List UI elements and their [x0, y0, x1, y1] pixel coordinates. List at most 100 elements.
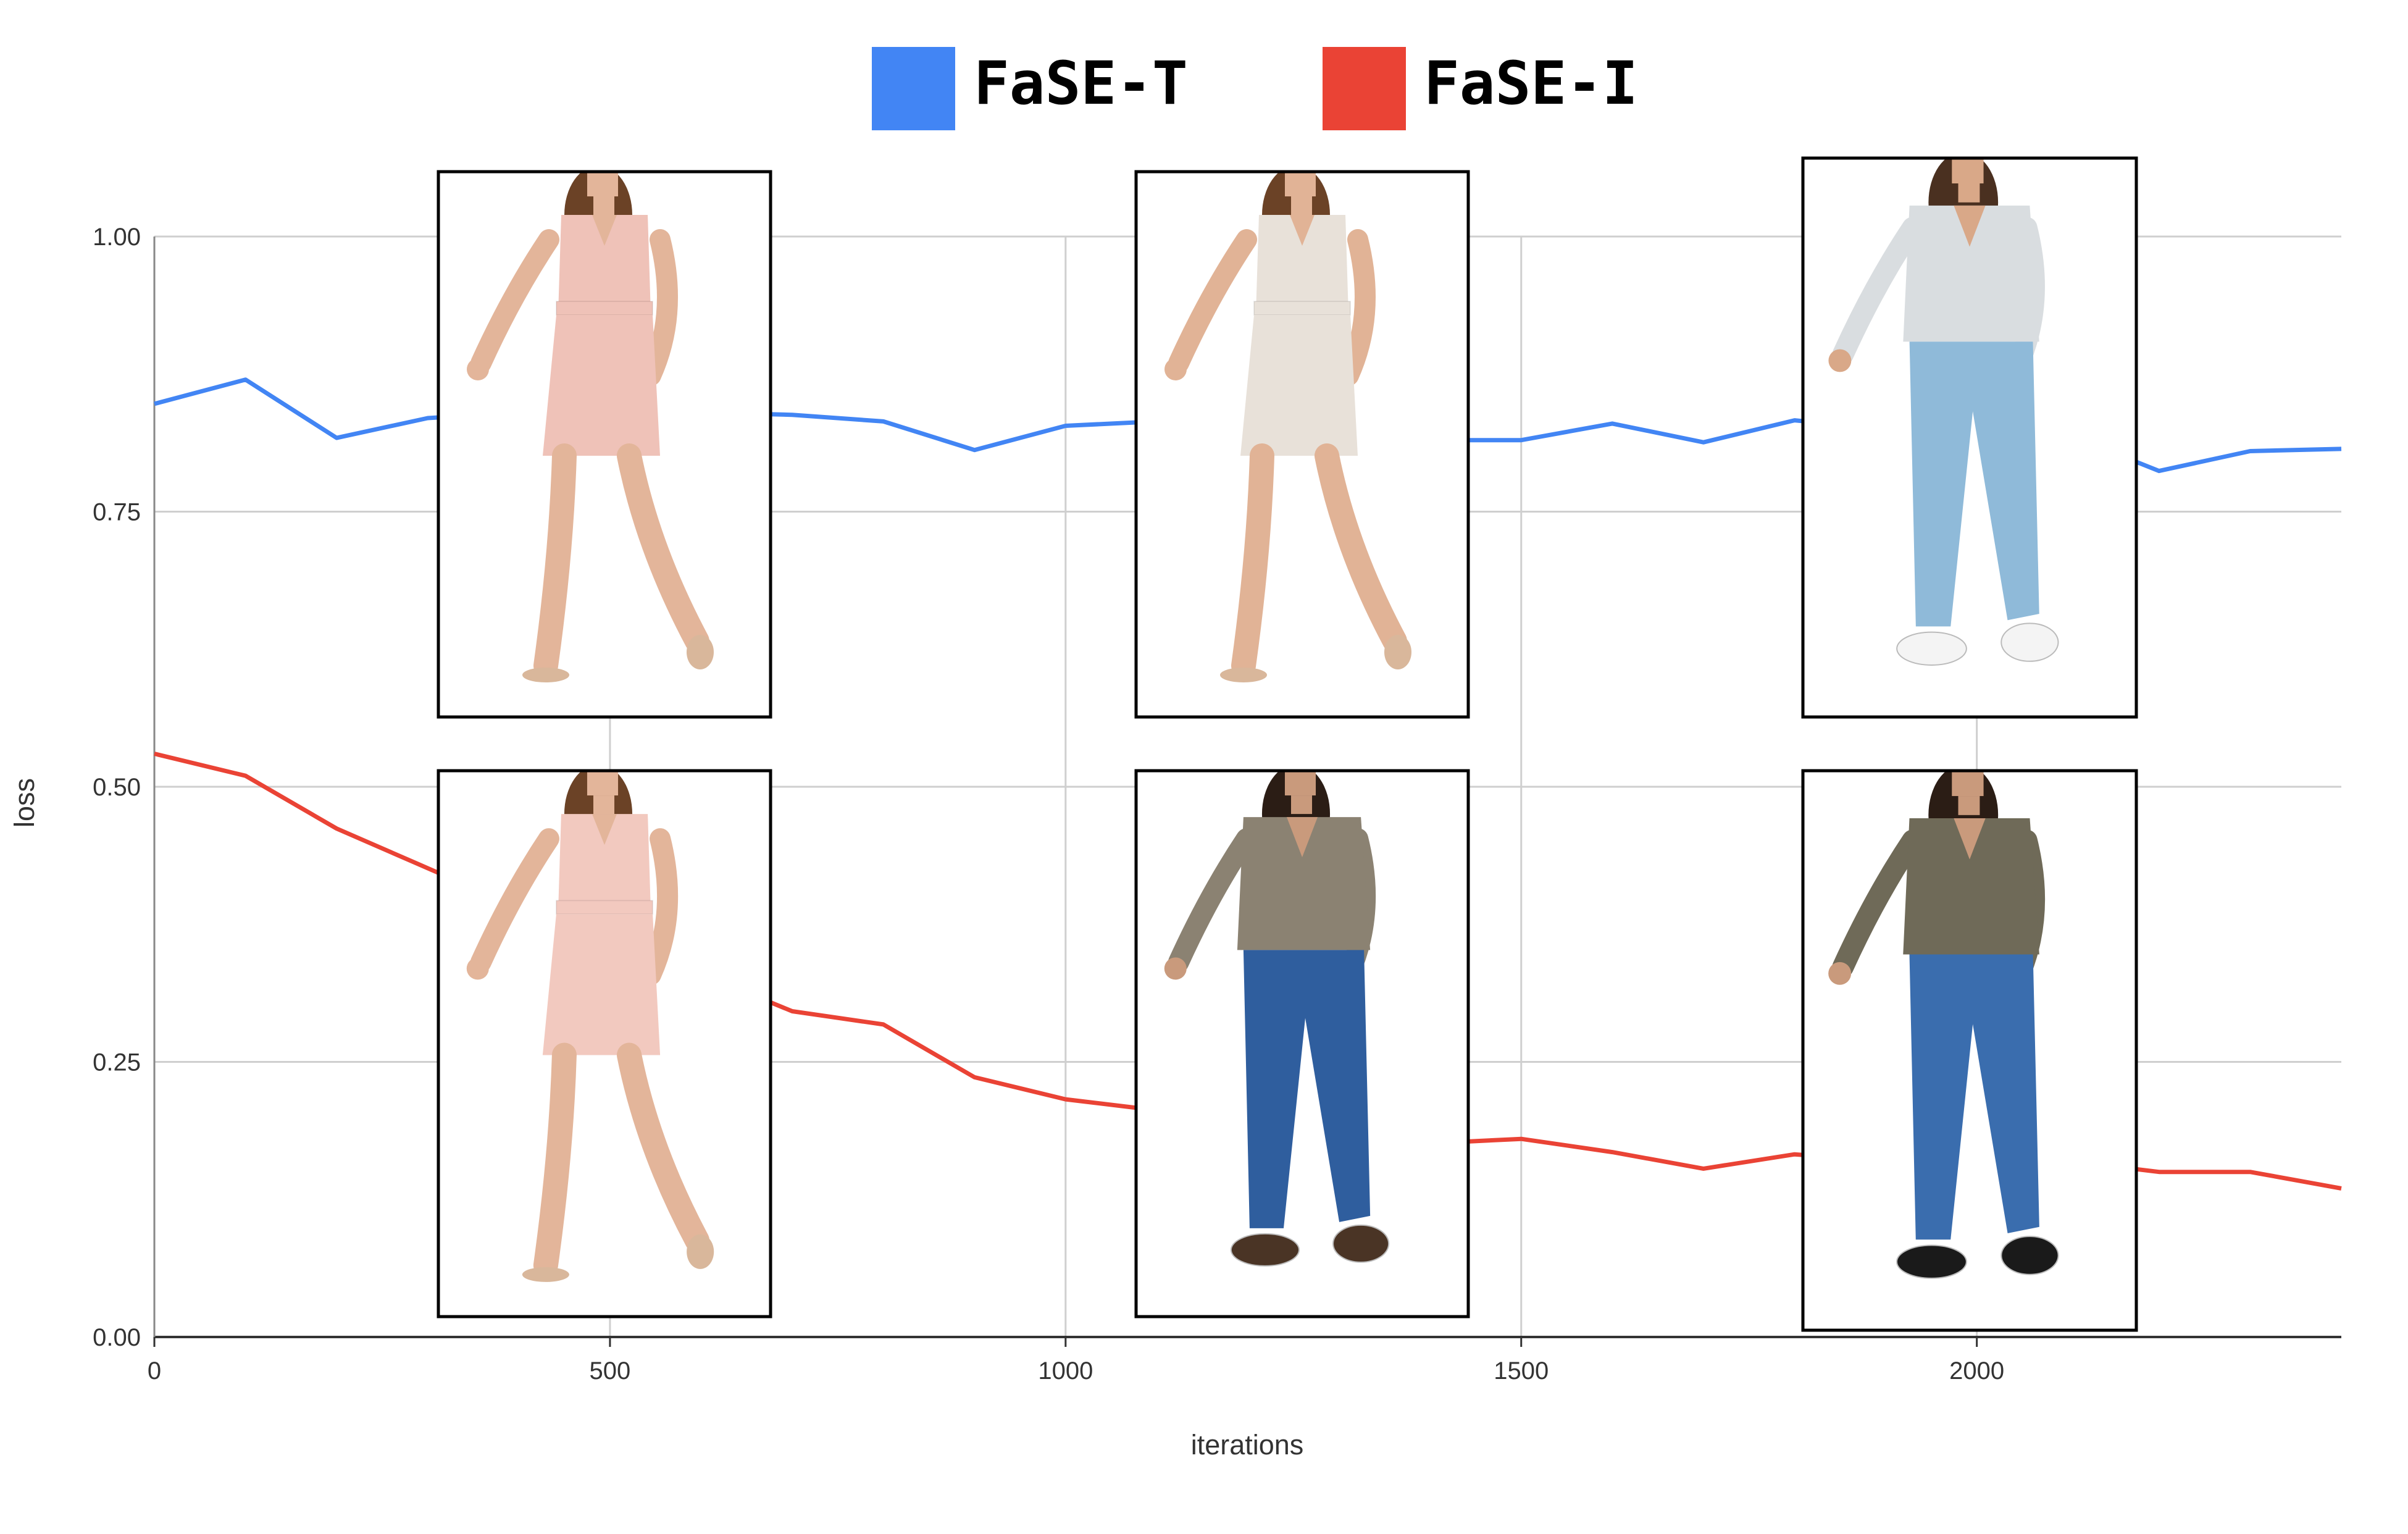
figure-right-sandal	[687, 1234, 714, 1269]
figure-chin	[587, 771, 619, 796]
figure-right-shoe	[2000, 622, 2059, 662]
figure-bodice	[558, 215, 651, 314]
figure-chin	[1952, 158, 1984, 183]
y-tick-label: 0.25	[93, 1049, 141, 1076]
inset-images	[437, 156, 2138, 1332]
figure-belt	[555, 900, 654, 915]
figure-left-arm	[1832, 217, 1924, 366]
inset-figure	[466, 771, 714, 1282]
figure-jeans	[1909, 954, 2039, 1240]
figure-neck	[1958, 183, 1980, 203]
figure-right-arm	[640, 229, 678, 386]
inset-figure	[1164, 172, 1411, 682]
figure-right-leg	[617, 443, 709, 653]
figure-left-sandal	[522, 1267, 569, 1282]
figure-belt	[1253, 301, 1351, 316]
inset-image-bottom-pink-dress	[437, 769, 772, 1318]
figure-left-hand	[1164, 358, 1187, 380]
figure-left-sandal	[522, 668, 569, 682]
figure-top	[1237, 817, 1371, 950]
figure-left-leg	[1231, 443, 1274, 678]
inset-frame	[437, 769, 772, 1318]
y-tick-label: 1.00	[93, 224, 141, 251]
figure-top	[1903, 818, 2039, 955]
inset-figure	[1164, 771, 1390, 1267]
figure-bodice	[1256, 215, 1348, 314]
figure-left-hand	[466, 957, 489, 980]
figure-neck	[593, 795, 615, 815]
figure-neck	[593, 196, 614, 215]
figure-neck	[1290, 795, 1313, 815]
figure-skirt	[542, 914, 661, 1055]
figure-top	[1903, 205, 2039, 342]
figure-right-leg	[617, 1042, 710, 1253]
y-tick-label: 0.00	[93, 1324, 141, 1351]
inset-figure	[1828, 771, 2059, 1279]
figure-left-arm	[1168, 229, 1257, 374]
figure-neckline	[1954, 818, 1986, 860]
figure-left-arm	[470, 828, 559, 973]
inset-image-top-beige-top-and-skirt	[1134, 170, 1470, 719]
figure-neckline	[592, 814, 617, 845]
inset-image-bottom-khaki-blouse-dark-jeans	[1134, 769, 1470, 1318]
x-tick-label: 2000	[1949, 1357, 2004, 1385]
figure-right-sandal	[1384, 635, 1411, 669]
figure-skirt	[1240, 315, 1358, 456]
figure-right-leg	[1315, 443, 1407, 653]
x-axis-label: iterations	[1191, 1429, 1304, 1461]
figure-left-hand	[1828, 349, 1852, 372]
inset-frame	[1134, 769, 1470, 1318]
legend-label-fase-t: FaSE-T	[974, 49, 1188, 118]
figure-left-leg	[533, 443, 577, 678]
inset-figure	[467, 172, 714, 682]
figure-neck	[1291, 196, 1312, 215]
x-tick-label: 0	[148, 1357, 161, 1385]
figure-left-shoe	[1896, 631, 1967, 666]
figure-left-leg	[533, 1042, 577, 1278]
figure-bodice	[558, 814, 651, 913]
figure-chin	[587, 172, 618, 196]
figure-neckline	[1290, 215, 1315, 246]
figure-left-arm	[1832, 829, 1924, 978]
inset-frame	[1801, 156, 2138, 719]
x-tick-label: 500	[590, 1357, 631, 1385]
figure-left-hand	[1164, 957, 1187, 980]
figure-chin	[1285, 172, 1316, 196]
figure-neckline	[592, 215, 617, 246]
figure-right-arm	[640, 828, 679, 986]
legend-swatch-fase-t	[872, 47, 955, 130]
figure-neck	[1958, 796, 1980, 815]
figure-left-shoe	[1896, 1244, 1967, 1279]
figure-skirt	[543, 315, 660, 456]
axes: 0 500 1000 1500 2000 0.00 0.25 0.50 0.75 1.00	[93, 224, 2341, 1385]
x-tick-label: 1500	[1494, 1357, 1549, 1385]
figure-left-arm	[470, 229, 559, 374]
inset-frame	[1134, 170, 1470, 719]
legend-label-fase-i: FaSE-I	[1424, 49, 1638, 118]
inset-frame	[437, 170, 772, 719]
inset-figure	[1828, 158, 2059, 666]
figure-belt	[556, 301, 653, 316]
figure-right-arm	[1338, 229, 1376, 386]
figure-chin	[1284, 771, 1316, 796]
inset-frame	[1801, 769, 2138, 1332]
figure-neckline	[1954, 205, 1986, 247]
figure-left-hand	[1828, 962, 1852, 985]
figure-right-shoe	[1332, 1224, 1390, 1263]
y-tick-label: 0.50	[93, 774, 141, 801]
figure-right-shoe	[2000, 1236, 2059, 1275]
figure-chin	[1952, 771, 1984, 797]
legend-swatch-fase-i	[1323, 47, 1406, 130]
figure-left-shoe	[1230, 1233, 1300, 1267]
figure-left-arm	[1168, 828, 1257, 973]
figure-right-sandal	[687, 635, 714, 669]
figure-jeans	[1243, 950, 1371, 1228]
y-tick-label: 0.75	[93, 499, 141, 526]
inset-image-top-pink-dress	[437, 170, 772, 719]
legend: FaSE-T FaSE-I	[872, 47, 1638, 130]
figure-left-hand	[467, 358, 489, 380]
x-tick-label: 1000	[1038, 1357, 1093, 1385]
figure-jeans	[1909, 342, 2039, 627]
inset-image-bottom-olive-jacket-dark-jeans	[1801, 769, 2138, 1332]
